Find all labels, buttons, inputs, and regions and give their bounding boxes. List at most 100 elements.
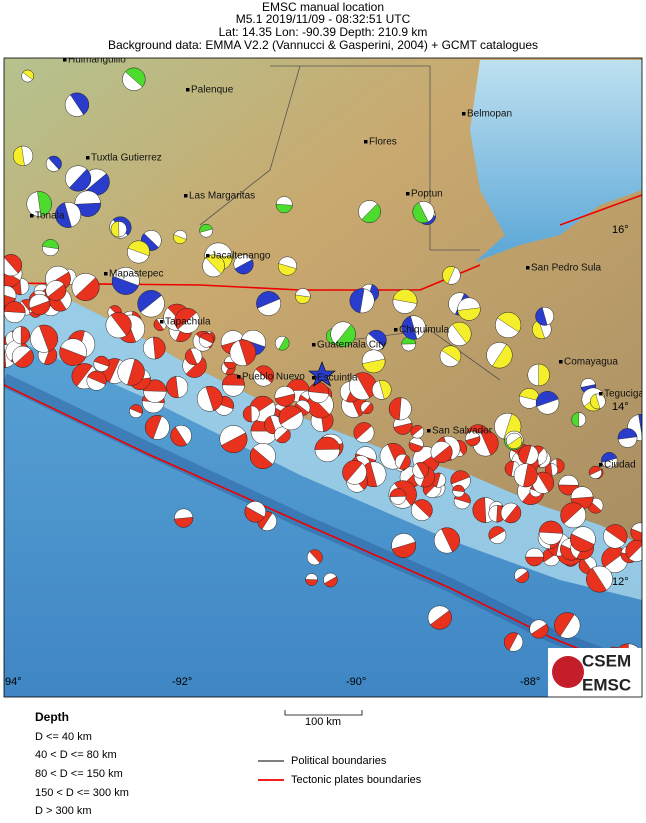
legend-entry: Tectonic plates boundaries xyxy=(291,774,422,786)
focal-mechanism xyxy=(353,422,375,444)
focal-quadrant xyxy=(185,348,198,365)
place-dot xyxy=(312,343,316,347)
focal-quadrant xyxy=(199,224,213,233)
plate-boundary xyxy=(4,384,642,676)
focal-quadrant xyxy=(536,391,559,407)
focal-quadrant xyxy=(264,415,277,435)
focal-quadrant xyxy=(42,239,59,250)
focal-quadrant xyxy=(488,526,506,540)
focal-quadrant xyxy=(442,266,456,284)
focal-quadrant xyxy=(249,447,273,469)
focal-mechanism xyxy=(199,223,213,238)
focal-mechanism xyxy=(450,470,471,491)
focal-mechanism xyxy=(410,499,433,521)
focal-quadrant xyxy=(324,576,338,588)
focal-quadrant xyxy=(224,361,238,369)
place-dot xyxy=(186,88,190,92)
focal-quadrant xyxy=(450,470,471,485)
focal-quadrant xyxy=(389,488,407,497)
focal-quadrant xyxy=(110,312,132,336)
scale-bar xyxy=(284,710,363,716)
focal-quadrant xyxy=(457,307,481,321)
place-label: Las Margaritas xyxy=(189,191,255,202)
focal-mechanism xyxy=(306,549,323,566)
focal-mechanism xyxy=(330,321,356,347)
focal-quadrant xyxy=(441,345,462,363)
focal-mechanism xyxy=(129,404,143,419)
focal-mechanism xyxy=(571,412,587,427)
focal-mechanism xyxy=(433,527,460,554)
focal-mechanism xyxy=(442,266,461,285)
focal-mechanism xyxy=(42,239,59,257)
focal-quadrant xyxy=(413,499,433,518)
focal-mechanism xyxy=(408,437,424,453)
focal-mechanism xyxy=(166,376,189,399)
focal-quadrant xyxy=(4,301,26,314)
focal-mechanism xyxy=(560,502,587,529)
focal-mechanism xyxy=(554,612,581,639)
focal-mechanism xyxy=(392,289,418,314)
legend-entry: D <= 40 km xyxy=(35,731,92,743)
focal-quadrant xyxy=(497,312,521,333)
focal-mechanism xyxy=(486,342,513,369)
focal-mechanism xyxy=(617,428,638,448)
focal-quadrant xyxy=(275,203,293,214)
focal-mechanism xyxy=(452,484,465,498)
focal-quadrant xyxy=(14,349,34,368)
focal-quadrant xyxy=(554,612,575,637)
focal-quadrant xyxy=(472,497,487,523)
focal-mechanism xyxy=(174,508,194,528)
focal-mechanism xyxy=(202,254,225,278)
focal-mechanism xyxy=(518,388,540,409)
focal-mechanism xyxy=(12,326,31,345)
focal-quadrant xyxy=(399,454,411,470)
focal-quadrant xyxy=(570,533,595,552)
focal-quadrant xyxy=(170,426,188,447)
focal-quadrant xyxy=(112,275,139,295)
place-label: Chiquimula xyxy=(399,325,449,336)
focal-quadrant xyxy=(430,610,452,630)
legend-entry: D > 300 km xyxy=(35,805,92,817)
focal-mechanism xyxy=(249,443,276,469)
place-label: Belmopan xyxy=(467,109,512,120)
focal-mechanism xyxy=(117,358,145,386)
focal-quadrant xyxy=(605,524,628,544)
focal-mechanism xyxy=(513,463,538,488)
focal-quadrant xyxy=(515,570,530,583)
focal-mechanism xyxy=(535,391,560,415)
place-dot xyxy=(206,254,210,258)
legend-title: Depth xyxy=(35,710,69,724)
focal-quadrant xyxy=(75,277,100,301)
focal-mechanism xyxy=(244,501,266,523)
lon-label: -88° xyxy=(520,676,540,688)
focal-quadrant xyxy=(410,425,423,437)
focal-quadrant xyxy=(556,458,565,474)
focal-mechanism xyxy=(525,547,544,567)
lon-label: -92° xyxy=(172,676,192,688)
focal-mechanism xyxy=(625,539,642,562)
focal-quadrant xyxy=(362,358,386,374)
focal-quadrant xyxy=(278,405,302,425)
focal-mechanism xyxy=(371,380,392,400)
focal-mechanism xyxy=(45,155,62,172)
focal-quadrant xyxy=(480,430,499,456)
focal-mechanism xyxy=(12,145,34,166)
focal-mechanism xyxy=(506,432,523,449)
focal-quadrant xyxy=(492,344,513,369)
focal-quadrant xyxy=(153,319,164,331)
focal-mechanism xyxy=(389,488,407,505)
focal-mechanism xyxy=(143,336,166,360)
focal-mechanism xyxy=(401,315,426,340)
place-dot xyxy=(599,463,603,467)
focal-quadrant xyxy=(69,168,92,192)
focal-mechanism xyxy=(430,441,453,463)
focal-mechanism xyxy=(277,256,297,276)
focal-quadrant xyxy=(274,393,296,407)
focal-quadrant xyxy=(238,339,256,366)
focal-quadrant xyxy=(152,336,166,360)
place-label: Flores xyxy=(369,137,397,148)
source: Background data: EMMA V2.2 (Vannucci & G… xyxy=(108,38,538,52)
focal-mechanism xyxy=(412,462,429,479)
focal-mechanism xyxy=(59,338,87,366)
